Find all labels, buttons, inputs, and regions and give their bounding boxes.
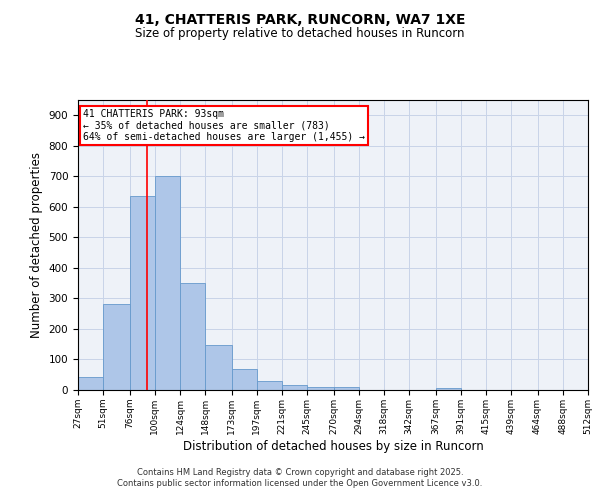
Bar xyxy=(205,345,232,390)
Bar xyxy=(155,176,180,390)
Text: 41 CHATTERIS PARK: 93sqm
← 35% of detached houses are smaller (783)
64% of semi-: 41 CHATTERIS PARK: 93sqm ← 35% of detach… xyxy=(83,108,365,142)
Y-axis label: Number of detached properties: Number of detached properties xyxy=(30,152,43,338)
Bar xyxy=(334,388,359,390)
Bar xyxy=(180,283,205,390)
Text: Contains HM Land Registry data © Crown copyright and database right 2025.
Contai: Contains HM Land Registry data © Crown c… xyxy=(118,468,482,487)
Bar xyxy=(282,385,307,390)
Bar xyxy=(130,196,155,390)
Bar xyxy=(232,369,257,390)
Bar xyxy=(436,388,461,390)
Bar xyxy=(103,304,130,390)
X-axis label: Distribution of detached houses by size in Runcorn: Distribution of detached houses by size … xyxy=(182,440,484,452)
Text: 41, CHATTERIS PARK, RUNCORN, WA7 1XE: 41, CHATTERIS PARK, RUNCORN, WA7 1XE xyxy=(135,12,465,26)
Bar xyxy=(78,377,103,390)
Text: Size of property relative to detached houses in Runcorn: Size of property relative to detached ho… xyxy=(135,28,465,40)
Bar xyxy=(257,381,282,390)
Bar xyxy=(307,386,334,390)
